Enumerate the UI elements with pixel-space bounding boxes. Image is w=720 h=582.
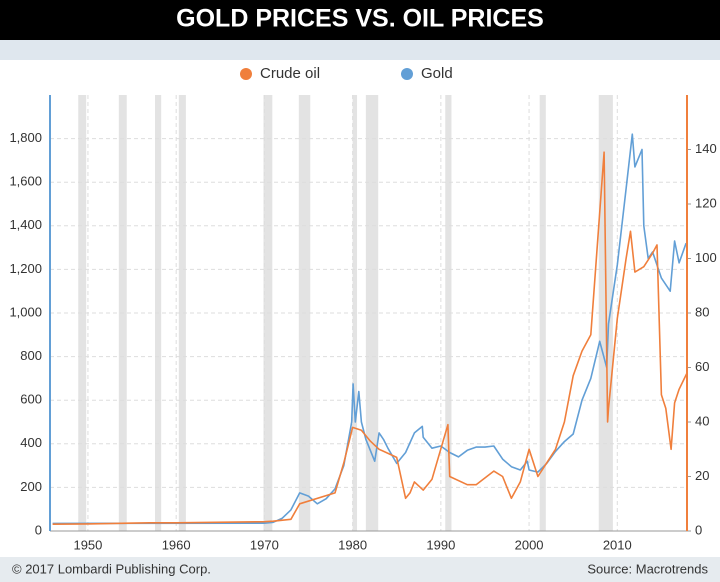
- y2-tick-label: 80: [695, 304, 709, 319]
- y-tick-label: 0: [35, 522, 42, 537]
- legend-marker: [240, 68, 252, 80]
- chart-title: GOLD PRICES VS. OIL PRICES: [176, 5, 544, 33]
- recession-band: [178, 95, 186, 531]
- y2-tick-label: 120: [695, 195, 717, 210]
- y2-tick-label: 40: [695, 413, 709, 428]
- x-tick-label: 1970: [250, 537, 279, 552]
- y-tick-label: 800: [20, 348, 42, 363]
- y2-tick-label: 60: [695, 359, 709, 374]
- x-tick-label: 1980: [338, 537, 367, 552]
- legend-marker: [401, 68, 413, 80]
- title-bar: [0, 0, 720, 40]
- x-tick-label: 1990: [426, 537, 455, 552]
- y2-tick-label: 20: [695, 468, 709, 483]
- y-tick-label: 1,400: [9, 217, 42, 232]
- band: [0, 40, 720, 60]
- y-tick-label: 1,800: [9, 130, 42, 145]
- footer-bar: [0, 557, 720, 582]
- recession-band: [78, 95, 87, 531]
- footer-left: © 2017 Lombardi Publishing Corp.: [12, 561, 211, 576]
- y-tick-label: 600: [20, 392, 42, 407]
- y-tick-label: 1,200: [9, 261, 42, 276]
- y2-tick-label: 140: [695, 141, 717, 156]
- y-tick-label: 400: [20, 435, 42, 450]
- x-tick-label: 2000: [515, 537, 544, 552]
- y-tick-label: 1,600: [9, 174, 42, 189]
- y-tick-label: 1,000: [9, 304, 42, 319]
- y2-tick-label: 100: [695, 250, 717, 265]
- footer-right: Source: Macrotrends: [587, 561, 708, 576]
- recession-band: [445, 95, 452, 531]
- x-tick-label: 1960: [162, 537, 191, 552]
- legend-label: Crude oil: [260, 65, 320, 82]
- x-tick-label: 1950: [73, 537, 102, 552]
- legend-label: Gold: [421, 65, 453, 82]
- y-tick-label: 200: [20, 479, 42, 494]
- y2-tick-label: 0: [695, 522, 702, 537]
- x-tick-label: 2010: [603, 537, 632, 552]
- series-line: [52, 151, 688, 525]
